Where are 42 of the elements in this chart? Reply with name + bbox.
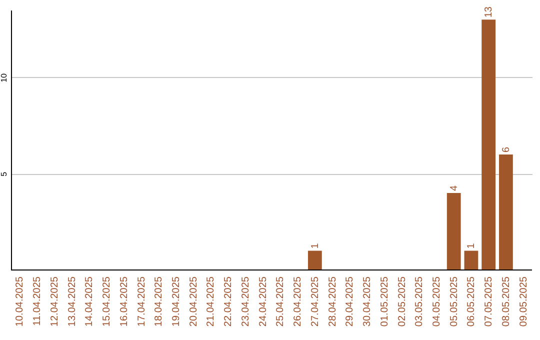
bar (464, 250, 478, 270)
x-tick-label: 20.04.2025 (188, 276, 200, 327)
x-tick-label: 26.04.2025 (292, 276, 304, 327)
y-tick-label: 5 (0, 171, 8, 176)
x-tick-label: 30.04.2025 (362, 276, 374, 327)
x-tick-label: 29.04.2025 (344, 276, 356, 327)
bar (446, 192, 461, 270)
x-tick-label: 09.05.2025 (518, 276, 530, 327)
x-tick-label: 22.04.2025 (223, 276, 234, 327)
x-tick-label: 23.04.2025 (240, 276, 252, 327)
bar (308, 250, 322, 270)
data-label: 4 (448, 184, 460, 191)
data-label: 6 (500, 146, 512, 152)
x-tick-label: 04.05.2025 (431, 276, 442, 327)
data-label: 1 (310, 242, 321, 249)
x-tick-label: 28.04.2025 (327, 276, 338, 327)
data-label: 13 (484, 6, 495, 18)
x-tick-label: 05.05.2025 (448, 276, 460, 327)
x-tick-label: 27.04.2025 (310, 276, 321, 327)
x-tick-label: 18.04.2025 (154, 276, 165, 327)
x-tick-label: 19.04.2025 (170, 276, 182, 327)
x-tick-label: 25.04.2025 (275, 276, 286, 327)
x-tick-label: 12.04.2025 (49, 276, 60, 327)
x-tick-label: 15.04.2025 (102, 276, 113, 327)
x-tick-label: 13.04.2025 (66, 276, 78, 327)
x-tick-label: 17.04.2025 (136, 276, 148, 327)
x-tick-label: 08.05.2025 (500, 276, 512, 327)
bar (499, 154, 513, 270)
y-tick-label: 10 (0, 72, 8, 82)
x-tick-label: 10.04.2025 (14, 276, 26, 327)
x-tick-label: 11.04.2025 (32, 276, 44, 326)
x-tick-label: 21.04.2025 (206, 276, 217, 327)
x-tick-label: 24.04.2025 (258, 276, 269, 327)
x-tick-label: 01.05.2025 (379, 276, 390, 327)
x-tick-label: 03.05.2025 (414, 276, 426, 327)
bar (482, 20, 496, 270)
x-tick-label: 16.04.2025 (118, 276, 130, 327)
x-tick-label: 07.05.2025 (484, 276, 495, 327)
data-label: 1 (466, 242, 478, 249)
x-tick-label: 02.05.2025 (396, 276, 408, 327)
x-tick-label: 06.05.2025 (466, 276, 478, 327)
x-tick-label: 14.04.2025 (84, 276, 96, 327)
